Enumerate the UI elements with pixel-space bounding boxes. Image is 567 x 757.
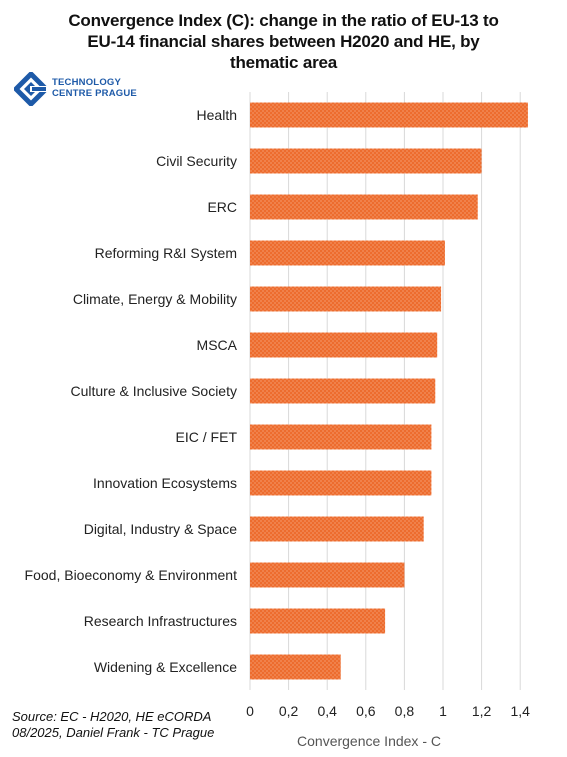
bar: [250, 470, 432, 496]
bar: [250, 608, 386, 634]
bar: [250, 148, 482, 174]
tc-prague-logo-icon: [12, 70, 50, 108]
chart-title-line-1: Convergence Index (C): change in the rat…: [68, 11, 499, 30]
category-label: MSCA: [197, 337, 238, 353]
category-label: Widening & Excellence: [94, 659, 237, 675]
x-tick-label: 0,8: [395, 703, 415, 719]
category-labels: Health Civil Security ERC Reforming R&I Sys…: [25, 107, 238, 675]
category-label: Culture & Inclusive Society: [70, 383, 237, 399]
tc-prague-logo-text: TECHNOLOGY CENTRE PRAGUE: [52, 77, 137, 99]
bar: [250, 562, 405, 588]
chart-title: Convergence Index (C): change in the rat…: [40, 10, 527, 73]
source-line-2: 08/2025, Daniel Frank - TC Prague: [12, 725, 215, 740]
category-label: Digital, Industry & Space: [84, 521, 238, 537]
x-tick-label: 1,2: [472, 703, 492, 719]
logo-line-1: TECHNOLOGY: [52, 77, 122, 88]
bars: [250, 102, 528, 680]
bar: [250, 654, 341, 680]
bar: [250, 102, 528, 128]
category-label: Food, Bioeconomy & Environment: [25, 567, 238, 583]
chart-title-line-3: thematic area: [229, 53, 337, 72]
bar: [250, 378, 436, 404]
x-tick-label: 0,2: [279, 703, 299, 719]
category-label: ERC: [207, 199, 237, 215]
x-tick-label: 1,4: [510, 703, 530, 719]
category-label: Health: [197, 107, 237, 123]
bar: [250, 240, 445, 266]
x-tick-label: 0: [246, 703, 254, 719]
x-tick-label: 0,4: [317, 703, 337, 719]
category-label: Reforming R&I System: [95, 245, 237, 261]
category-label: Climate, Energy & Mobility: [73, 291, 237, 307]
logo-line-2: CENTRE PRAGUE: [52, 88, 137, 99]
bar: [250, 424, 432, 450]
x-tick-labels: 0 0,2 0,4 0,6 0,8 1 1,2 1,4: [246, 703, 530, 719]
tc-prague-logo: TECHNOLOGY CENTRE PRAGUE: [12, 70, 174, 108]
bar: [250, 516, 424, 542]
x-tick-label: 1: [439, 703, 447, 719]
bar: [250, 286, 442, 312]
chart-title-line-2: EU-14 financial shares between H2020 and…: [87, 32, 480, 51]
category-label: Innovation Ecosystems: [93, 475, 237, 491]
bar: [250, 332, 438, 358]
category-label: EIC / FET: [176, 429, 238, 445]
bar: [250, 194, 478, 220]
x-axis-title: Convergence Index - C: [297, 733, 441, 749]
category-label: Civil Security: [156, 153, 237, 169]
source-line-1: Source: EC - H2020, HE eCORDA: [12, 709, 212, 724]
x-tick-label: 0,6: [356, 703, 376, 719]
category-label: Research Infrastructures: [84, 613, 237, 629]
source-note: Source: EC - H2020, HE eCORDA 08/2025, D…: [12, 709, 214, 741]
